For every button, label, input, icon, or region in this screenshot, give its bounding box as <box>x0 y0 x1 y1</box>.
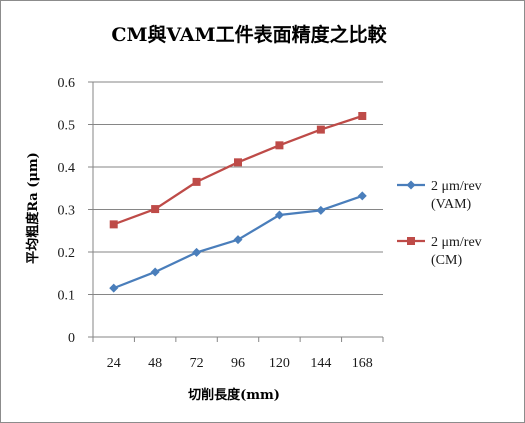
legend-label: 2 μm/rev <box>431 235 482 250</box>
y-tick-label: 0.4 <box>58 161 76 176</box>
x-tick-label: 72 <box>190 356 204 371</box>
data-point <box>274 210 284 220</box>
data-point <box>151 205 160 214</box>
y-tick-label: 0 <box>68 331 75 346</box>
x-tick-label: 24 <box>107 356 121 371</box>
series-lines <box>109 112 367 293</box>
data-point <box>358 112 367 120</box>
legend-label: 2 μm/rev <box>431 179 482 194</box>
data-point <box>357 191 367 201</box>
x-tick-labels: 24 48 72 96 120 144 168 <box>107 356 373 371</box>
data-point <box>192 177 201 186</box>
x-tick-label: 48 <box>148 356 162 371</box>
data-point <box>109 220 118 229</box>
legend-item-1: 2 μm/rev (VAM) <box>397 179 482 212</box>
data-point <box>234 158 242 167</box>
legend-label-sub: (CM) <box>431 253 462 268</box>
axes <box>88 81 384 342</box>
legend-swatch-marker <box>406 180 416 190</box>
y-tick-label: 0.3 <box>58 204 76 219</box>
y-tick-label: 0.6 <box>58 76 76 91</box>
data-point <box>316 125 325 134</box>
y-tick-label: 0.5 <box>58 119 76 134</box>
x-tick-label: 120 <box>269 356 290 371</box>
data-point <box>192 247 202 257</box>
data-point <box>233 235 243 245</box>
legend-label-sub: (VAM) <box>431 197 472 212</box>
x-tick-label: 144 <box>310 356 331 371</box>
y-tick-label: 0.1 <box>58 289 76 304</box>
data-point <box>316 205 326 215</box>
data-point <box>109 283 119 293</box>
x-tick-label: 168 <box>352 356 373 371</box>
legend: 2 μm/rev (VAM) 2 μm/rev (CM) <box>397 179 482 268</box>
legend-item-2: 2 μm/rev (CM) <box>397 235 482 268</box>
chart-title: CM與VAM工件表面精度之比較 <box>111 23 387 46</box>
gridlines <box>93 81 383 295</box>
data-point <box>275 141 284 150</box>
y-axis-label: 平均粗度Ra (μm) <box>25 152 41 264</box>
y-tick-labels: 0 0.1 0.2 0.3 0.4 0.5 0.6 <box>58 76 76 346</box>
data-point <box>150 267 160 277</box>
series-2 <box>109 112 367 229</box>
x-tick-label: 96 <box>231 356 245 371</box>
series-1 <box>109 191 367 293</box>
x-axis-label: 切削長度(mm) <box>188 387 280 403</box>
y-tick-label: 0.2 <box>58 246 76 261</box>
legend-swatch-marker <box>407 237 415 245</box>
